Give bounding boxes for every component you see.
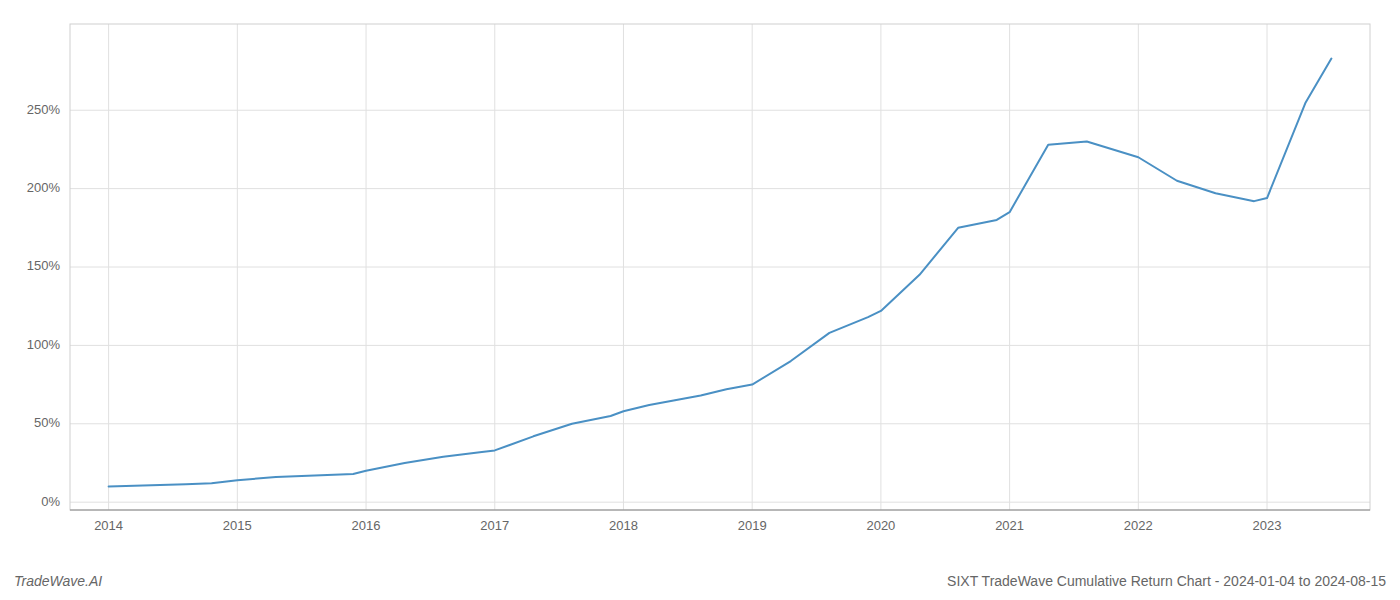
x-axis-line [70,510,1370,511]
x-grid-line [366,24,367,510]
x-tick-label: 2021 [995,518,1024,533]
line [109,58,1332,486]
x-tick-label: 2023 [1253,518,1282,533]
x-grid-line [1009,24,1010,510]
y-tick-label: 100% [27,337,61,352]
title: SIXT TradeWave Cumulative Return Chart -… [947,573,1386,589]
y-grid-line [70,345,1370,346]
y-tick-label: 150% [27,258,61,273]
grid [70,24,1370,510]
watermark: TradeWave.AI [14,573,102,589]
axes: 0% 50% 100% 150% 200% 250% 2014 2015 2016 2017 201… [27,24,1370,533]
x-grid-line [494,24,495,510]
y-grid-line [70,110,1370,111]
chart: 0% 50% 100% 150% 200% 250% 2014 2015 2016 2017 201… [0,0,1400,600]
x-tick-label: 2020 [866,518,895,533]
x-tick-label: 2016 [352,518,381,533]
x-grid-line [880,24,881,510]
x-tick-label: 2022 [1124,518,1153,533]
y-grid-line [70,502,1370,503]
y-tick-label: 200% [27,180,61,195]
y-tick-label: 50% [34,415,60,430]
y-tick-label: 250% [27,102,61,117]
x-grid-line [1138,24,1139,510]
x-tick-label: 2019 [738,518,767,533]
x-grid-line [237,24,238,510]
y-grid-line [70,188,1370,189]
x-grid-line [1267,24,1268,510]
y-tick-label: 0% [41,494,60,509]
x-grid-line [108,24,109,510]
series [109,58,1332,486]
x-tick-label: 2014 [94,518,123,533]
x-tick-label: 2017 [480,518,509,533]
x-tick-label: 2015 [223,518,252,533]
plot-frame [70,24,1370,510]
x-grid-line [752,24,753,510]
x-grid-line [623,24,624,510]
y-grid-line [70,423,1370,424]
x-tick-label: 2018 [609,518,638,533]
y-grid-line [70,267,1370,268]
